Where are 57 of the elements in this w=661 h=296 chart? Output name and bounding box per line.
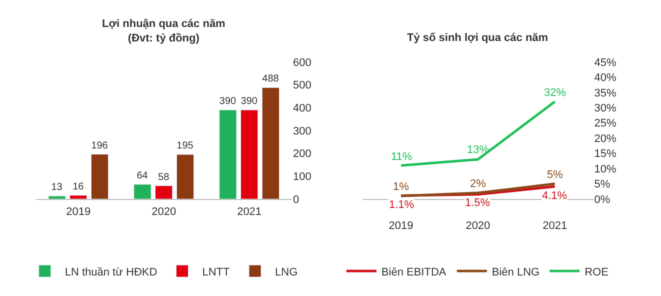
bar [134, 184, 152, 199]
data-label: 1.5% [465, 197, 490, 209]
bar [219, 110, 237, 199]
x-tick-label: 2019 [66, 206, 91, 218]
data-label: 2% [470, 178, 486, 190]
y-tick-label: 35% [594, 87, 617, 100]
legend-label: LNG [275, 266, 298, 278]
data-label: 195 [176, 140, 194, 152]
y-tick-label: 200 [293, 148, 312, 160]
data-label: 488 [262, 74, 280, 85]
bar [48, 196, 66, 199]
data-label: 1% [393, 181, 410, 193]
legend-label: LN thuần từ HĐKD [64, 266, 158, 278]
y-tick-label: 25% [594, 118, 617, 130]
y-tick-label: 0% [594, 194, 610, 206]
data-label: 390 [240, 96, 258, 107]
bar [262, 87, 280, 199]
legend-label: Biên EBITDA [381, 266, 447, 278]
legend-label: LNTT [202, 266, 230, 278]
data-label: 11% [391, 151, 412, 163]
y-tick-label: 400 [293, 102, 312, 115]
y-tick-label: 45% [594, 56, 617, 69]
bar [90, 154, 109, 199]
data-label: 32% [544, 87, 566, 99]
y-tick-label: 100 [293, 171, 312, 184]
bar [176, 154, 194, 199]
y-tick-label: 30% [594, 102, 617, 115]
data-label: 64 [136, 170, 148, 182]
chart-title: Lợi nhuận qua các năm (Đvt: tỷ đồng) [102, 18, 226, 44]
bar [240, 110, 258, 199]
x-tick-label: 2020 [152, 206, 176, 218]
y-tick-label: 5% [594, 178, 610, 191]
data-label: 13 [51, 182, 63, 194]
data-label: 390 [219, 96, 236, 107]
data-label: 58 [158, 172, 170, 183]
x-tick-label: 2020 [466, 220, 490, 232]
y-tick-label: 300 [293, 125, 312, 138]
x-tick-label: 2021 [237, 206, 262, 218]
y-tick-label: 10% [594, 163, 617, 176]
data-label: 16 [72, 181, 84, 192]
bar [155, 186, 173, 199]
y-tick-label: 500 [293, 80, 312, 92]
x-tick-label: 2019 [388, 220, 414, 232]
y-tick-label: 40% [594, 72, 617, 84]
y-tick-label: 600 [293, 56, 312, 69]
legend-label: ROE [584, 266, 608, 278]
legend-label: Biên LNG [492, 266, 540, 278]
chart-title: Tỷ số sinh lợi qua các năm [407, 32, 548, 44]
data-label: 4.1% [542, 190, 568, 202]
x-tick-label: 2021 [542, 220, 568, 232]
bar [70, 195, 88, 199]
data-label: 196 [91, 140, 108, 152]
y-tick-label: 0 [293, 194, 300, 206]
y-tick-label: 15% [594, 148, 617, 160]
y-tick-label: 20% [594, 132, 617, 145]
data-label: 1.1% [389, 199, 414, 211]
data-label: 5% [547, 169, 564, 181]
